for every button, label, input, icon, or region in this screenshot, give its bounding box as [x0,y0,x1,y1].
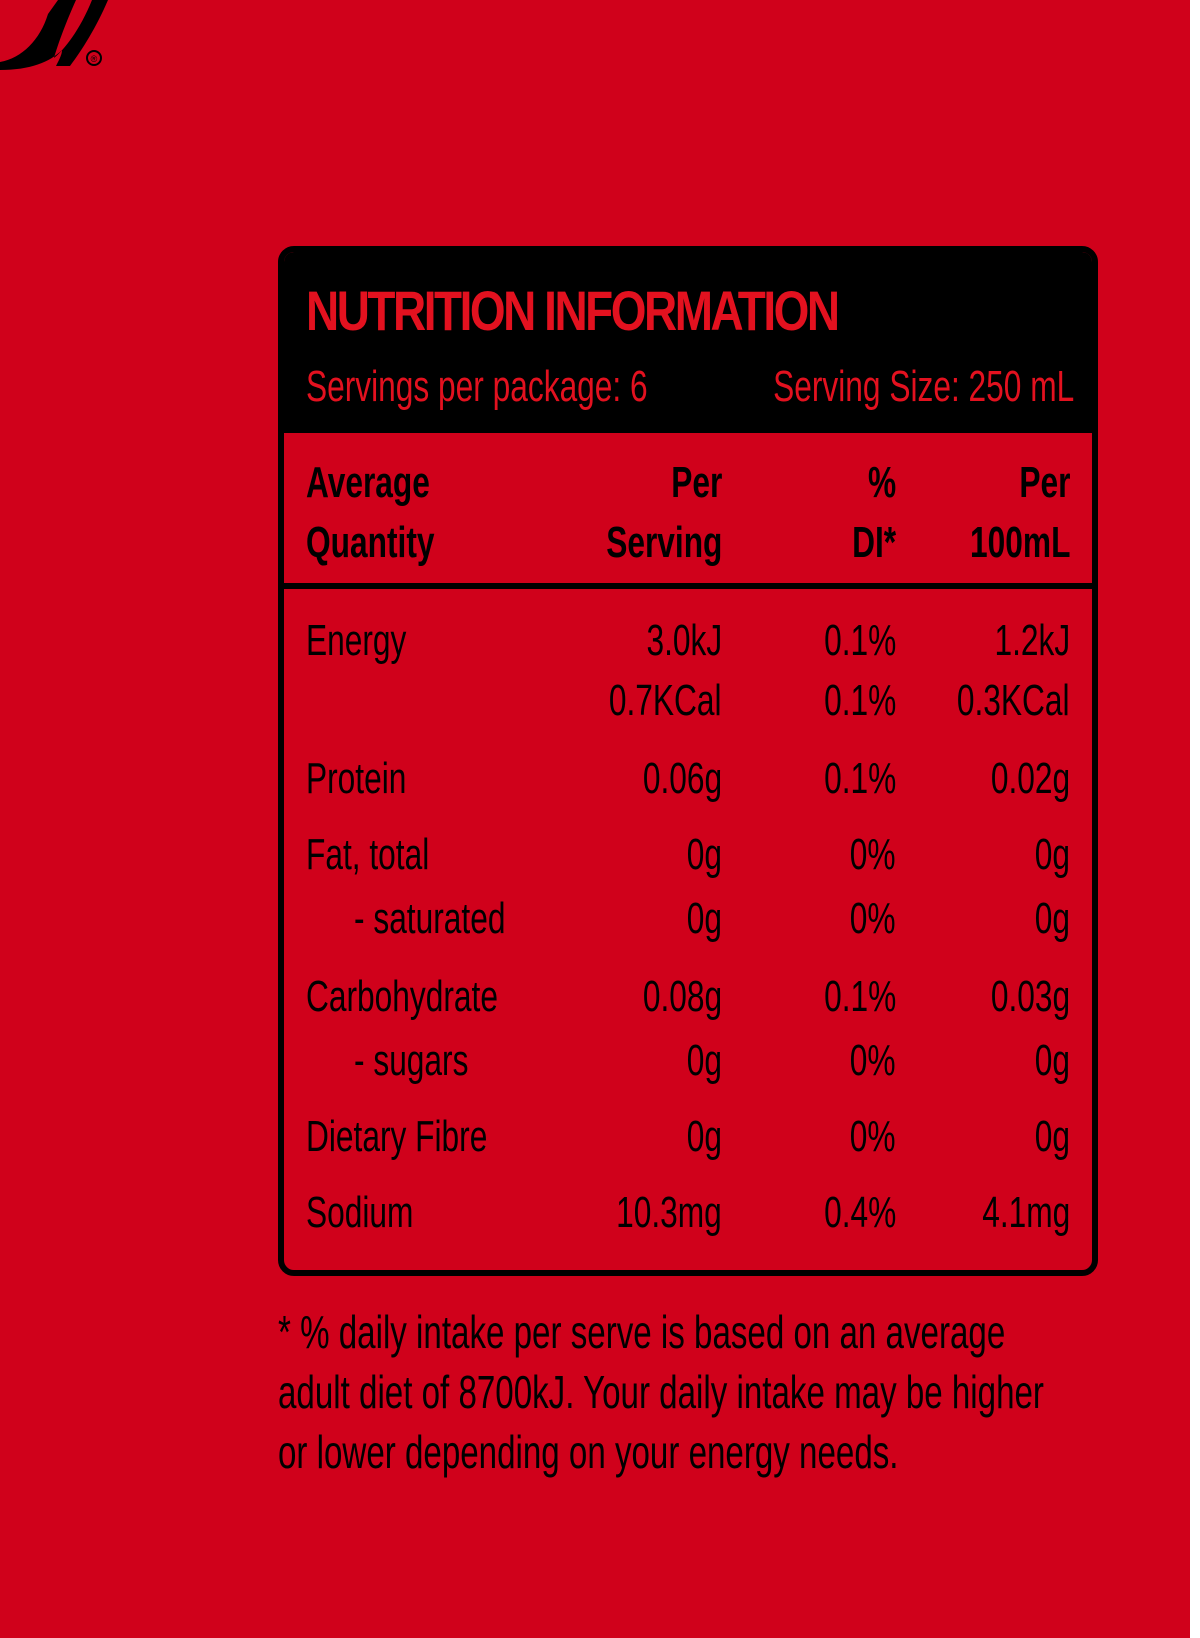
daily-intake-value: 0.1% [823,972,896,1021]
table-row: Carbohydrate 0.08g 0.1% 0.03g [284,967,1092,1027]
col-per-100ml: Per 100mL [969,458,1070,567]
nutrition-panel: NUTRITION INFORMATION Servings per packa… [278,246,1098,1276]
per-serving-value: 0g [686,894,722,943]
page-edge [1190,0,1200,1638]
daily-intake-value: 0% [850,830,896,879]
per-100ml-value: 1.2kJ [994,616,1070,665]
daily-intake-value: 0% [850,894,896,943]
per-100ml-value: 0g [1034,1036,1070,1085]
per-serving-value: 0g [686,830,722,879]
per-100ml-value: 4.1mg [981,1188,1070,1237]
nutrient-name: - saturated [354,894,506,943]
per-serving-value: 0.08g [642,972,722,1021]
footnote-line: or lower depending on your energy needs. [278,1426,899,1478]
nutrient-name: Sodium [306,1188,414,1237]
daily-intake-value: 0.1% [823,676,896,725]
daily-intake-value: 0% [850,1036,896,1085]
table-row: Energy 3.0kJ 0.1% 1.2kJ [284,611,1092,671]
daily-intake-value: 0.1% [823,616,896,665]
footnote-line: * % daily intake per serve is based on a… [278,1306,1006,1358]
per-100ml-value: 0.3KCal [957,676,1070,725]
col-per-serving: Per Serving [605,458,722,567]
per-serving-value: 0.06g [642,754,722,803]
per-100ml-value: 0g [1034,830,1070,879]
daily-intake-footnote: * % daily intake per serve is based on a… [278,1302,1138,1482]
servings-per-package: Servings per package: 6 [306,362,648,411]
registered-mark: ® [91,54,98,64]
per-serving-value: 3.0kJ [646,616,722,665]
table-row: 0.7KCal 0.1% 0.3KCal [284,671,1092,731]
nutrient-name: Carbohydrate [306,972,498,1021]
table-row: Protein 0.06g 0.1% 0.02g [284,749,1092,809]
per-100ml-value: 0g [1034,1112,1070,1161]
col-daily-intake: % DI* [851,458,896,567]
daily-intake-value: 0.4% [823,1188,896,1237]
per-serving-value: 0.7KCal [609,676,722,725]
col-average-quantity: Average Quantity [306,458,435,567]
serving-size: Serving Size: 250 mL [772,362,1074,411]
nutrient-name: Energy [306,616,407,665]
table-row: - sugars 0g 0% 0g [284,1031,1092,1091]
brand-logo-fragment: ® [0,0,108,70]
table-row: Fat, total 0g 0% 0g [284,825,1092,885]
per-100ml-value: 0.02g [990,754,1070,803]
servings-row: Servings per package: 6 Serving Size: 25… [306,362,1074,414]
nutrient-name: Protein [306,754,407,803]
nutrient-name: Dietary Fibre [306,1112,488,1161]
nutrient-name: - sugars [354,1036,469,1085]
nutrient-name: Fat, total [306,830,430,879]
footnote-line: adult diet of 8700kJ. Your daily intake … [278,1366,1044,1418]
table-row: Dietary Fibre 0g 0% 0g [284,1107,1092,1167]
nutrition-panel-header: NUTRITION INFORMATION Servings per packa… [284,252,1092,433]
column-headers: Average Quantity Per Serving % DI* Per 1… [284,433,1092,589]
per-100ml-value: 0g [1034,894,1070,943]
per-100ml-value: 0.03g [990,972,1070,1021]
daily-intake-value: 0% [850,1112,896,1161]
panel-title: NUTRITION INFORMATION [306,279,840,342]
table-row: - saturated 0g 0% 0g [284,889,1092,949]
per-serving-value: 0g [686,1112,722,1161]
per-serving-value: 10.3mg [616,1188,722,1237]
daily-intake-value: 0.1% [823,754,896,803]
per-serving-value: 0g [686,1036,722,1085]
table-row: Sodium 10.3mg 0.4% 4.1mg [284,1183,1092,1243]
